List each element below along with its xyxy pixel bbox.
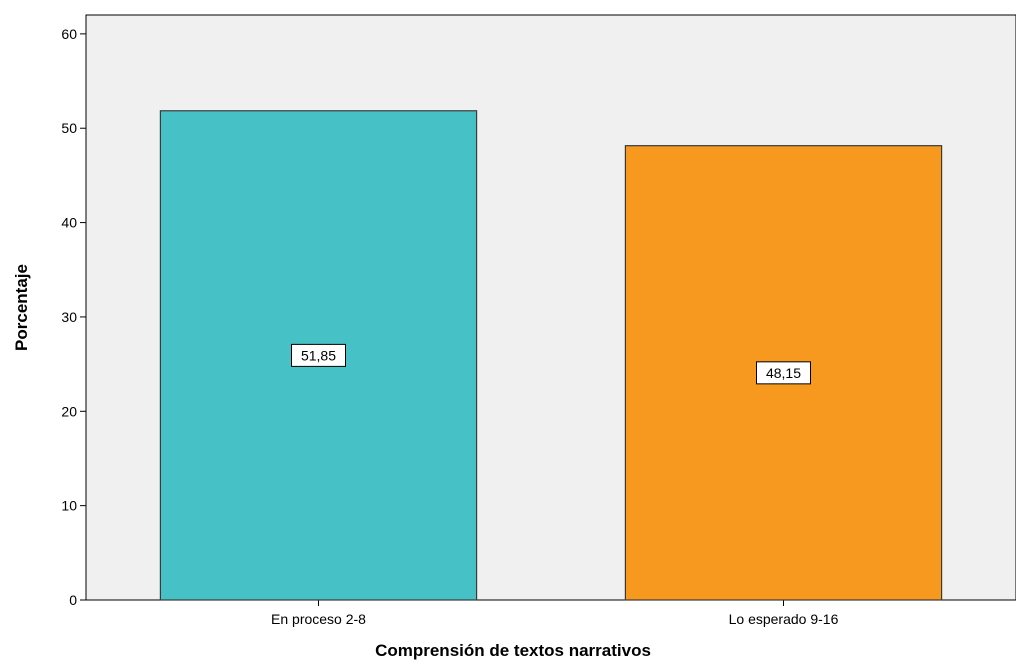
y-tick-label: 50 [61,120,77,136]
y-axis-title: Porcentaje [12,264,31,351]
y-tick-label: 0 [69,592,77,608]
x-tick-label: En proceso 2-8 [271,611,366,627]
bars-group: 51,85 48,15 [159,110,943,601]
y-tick-label: 10 [61,498,77,514]
data-label-text: 51,85 [301,347,336,363]
data-label: 48,15 [756,361,811,385]
y-tick-label: 60 [61,26,77,42]
x-axis-title: Comprensión de textos narrativos [375,641,651,660]
x-tick-label: Lo esperado 9-16 [729,611,839,627]
data-label-text: 48,15 [766,365,801,381]
y-axis: 0 10 20 30 40 50 60 [61,15,87,608]
y-tick-label: 40 [61,215,77,231]
x-axis: En proceso 2-8 Lo esperado 9-16 [86,599,1016,627]
data-label-box [756,361,811,385]
data-label-box [291,343,346,367]
data-label: 51,85 [291,343,346,367]
y-tick-label: 20 [61,403,77,419]
y-tick-label: 30 [61,309,77,325]
